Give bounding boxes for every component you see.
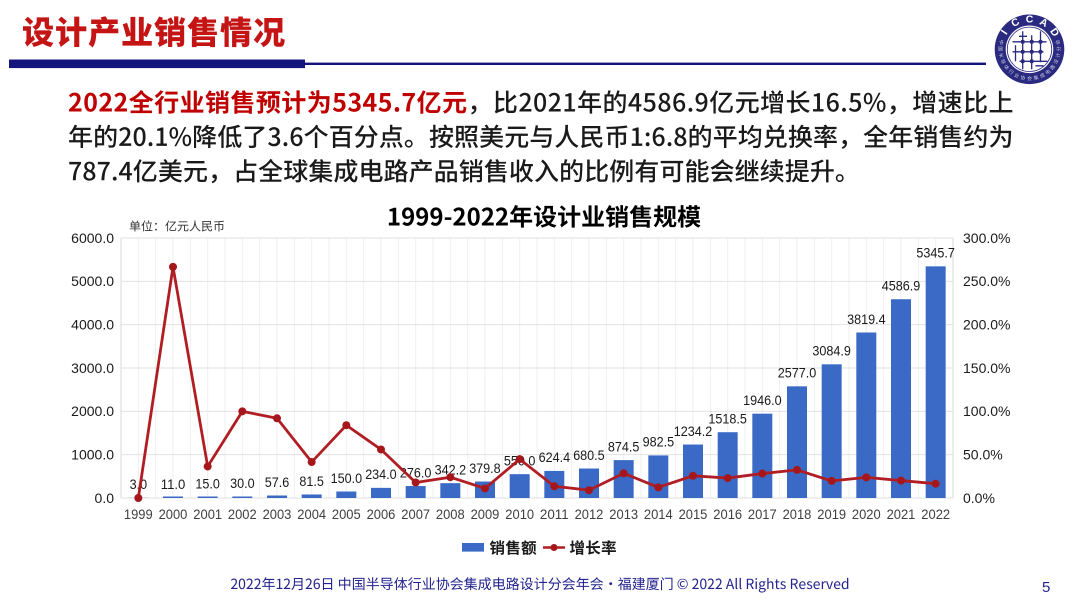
svg-text:624.4: 624.4 <box>539 450 571 466</box>
svg-text:3.0: 3.0 <box>130 477 148 493</box>
svg-text:2010: 2010 <box>505 507 534 522</box>
svg-text:81.5: 81.5 <box>299 474 324 490</box>
svg-text:1946.0: 1946.0 <box>743 393 782 409</box>
svg-text:11.0: 11.0 <box>161 477 186 493</box>
svg-text:150.0%: 150.0% <box>963 360 1010 376</box>
svg-text:2008: 2008 <box>436 507 465 522</box>
svg-text:0.0: 0.0 <box>95 490 115 506</box>
svg-text:I: I <box>999 28 1011 37</box>
svg-text:2021: 2021 <box>887 507 916 522</box>
svg-text:2011: 2011 <box>540 507 569 522</box>
svg-text:2016: 2016 <box>713 507 742 522</box>
svg-text:2009: 2009 <box>471 507 500 522</box>
svg-text:100.0%: 100.0% <box>963 403 1010 419</box>
svg-text:150.0: 150.0 <box>331 471 363 487</box>
svg-text:2003: 2003 <box>263 507 292 522</box>
svg-text:680.5: 680.5 <box>573 448 605 464</box>
svg-text:874.5: 874.5 <box>608 439 640 455</box>
svg-text:2015: 2015 <box>679 507 708 522</box>
svg-text:4586.9: 4586.9 <box>882 279 921 295</box>
svg-text:2004: 2004 <box>297 507 326 522</box>
svg-text:2001: 2001 <box>193 507 222 522</box>
svg-text:234.0: 234.0 <box>365 467 397 483</box>
svg-text:2019: 2019 <box>817 507 846 522</box>
svg-text:2002: 2002 <box>228 507 257 522</box>
svg-text:2006: 2006 <box>367 507 396 522</box>
svg-text:2014: 2014 <box>644 507 673 522</box>
svg-text:2018: 2018 <box>783 507 812 522</box>
svg-text:2007: 2007 <box>401 507 430 522</box>
svg-text:0.0%: 0.0% <box>963 490 995 506</box>
svg-text:50.0%: 50.0% <box>963 447 1003 463</box>
svg-text:2022: 2022 <box>921 507 950 522</box>
svg-text:2020: 2020 <box>852 507 881 522</box>
svg-text:57.6: 57.6 <box>265 475 290 491</box>
svg-text:15.0: 15.0 <box>195 477 220 493</box>
svg-text:C: C <box>1026 13 1034 25</box>
svg-text:250.0%: 250.0% <box>963 273 1010 289</box>
svg-text:4000.0: 4000.0 <box>71 317 114 333</box>
svg-text:5345.7: 5345.7 <box>916 246 955 262</box>
svg-text:1000.0: 1000.0 <box>71 447 114 463</box>
svg-text:300.0%: 300.0% <box>963 230 1010 246</box>
svg-text:2005: 2005 <box>332 507 361 522</box>
svg-text:3084.9: 3084.9 <box>812 344 851 360</box>
svg-text:2012: 2012 <box>575 507 604 522</box>
svg-text:1518.5: 1518.5 <box>708 412 747 428</box>
svg-text:30.0: 30.0 <box>230 476 255 492</box>
svg-text:6000.0: 6000.0 <box>71 230 114 246</box>
svg-text:1234.2: 1234.2 <box>674 424 713 440</box>
svg-text:200.0%: 200.0% <box>963 317 1010 333</box>
svg-text:3000.0: 3000.0 <box>71 360 114 376</box>
svg-text:2000: 2000 <box>159 507 188 522</box>
svg-text:379.8: 379.8 <box>469 461 501 477</box>
svg-text:982.5: 982.5 <box>643 435 675 451</box>
svg-text:276.0: 276.0 <box>400 465 432 481</box>
svg-text:2577.0: 2577.0 <box>778 366 817 382</box>
svg-text:1999: 1999 <box>124 507 153 522</box>
svg-text:5: 5 <box>1042 579 1050 596</box>
svg-text:2017: 2017 <box>748 507 777 522</box>
svg-text:342.2: 342.2 <box>435 463 467 479</box>
svg-text:2013: 2013 <box>609 507 638 522</box>
svg-text:5000.0: 5000.0 <box>71 273 114 289</box>
svg-text:3819.4: 3819.4 <box>847 312 886 328</box>
svg-text:2000.0: 2000.0 <box>71 403 114 419</box>
